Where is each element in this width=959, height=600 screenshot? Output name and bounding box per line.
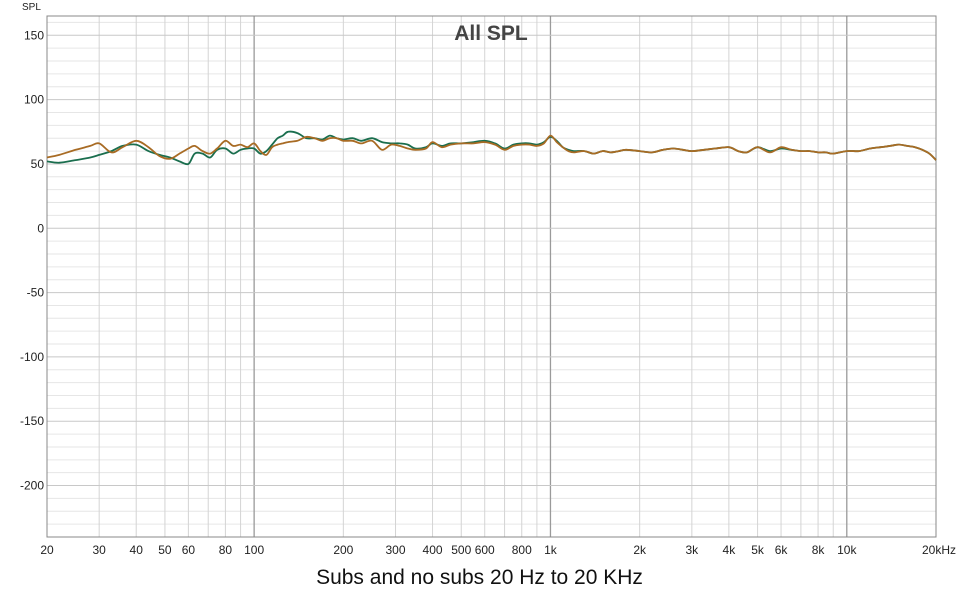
y-axis-labels: 150 100 50 0 -50 -100 -150 -200 (20, 28, 44, 492)
x-tick-label: 5k (751, 543, 765, 557)
y-tick-label: 100 (24, 93, 44, 107)
x-tick-label: 20kHz (922, 543, 956, 557)
x-tick-label: 200 (333, 543, 353, 557)
x-tick-label: 40 (130, 543, 144, 557)
x-tick-label: 2k (633, 543, 647, 557)
chart-caption: Subs and no subs 20 Hz to 20 KHz (316, 566, 643, 589)
x-tick-label: 600 (475, 543, 495, 557)
y-axis-unit: SPL (22, 2, 41, 13)
minor-grid (47, 16, 936, 538)
y-tick-label: -200 (20, 479, 44, 493)
x-tick-label: 300 (385, 543, 405, 557)
y-tick-label: -50 (27, 286, 45, 300)
major-grid (47, 16, 936, 537)
x-tick-label: 80 (219, 543, 233, 557)
x-tick-label: 20 (40, 543, 54, 557)
y-tick-label: -150 (20, 414, 44, 428)
y-tick-label: 0 (37, 221, 44, 235)
x-tick-label: 60 (182, 543, 196, 557)
x-tick-label: 400 (423, 543, 443, 557)
x-tick-label: 6k (775, 543, 789, 557)
series-line-1 (46, 130, 937, 166)
x-tick-label: 30 (93, 543, 107, 557)
chart-title: All SPL (454, 22, 528, 45)
x-tick-label: 800 (512, 543, 532, 557)
y-tick-label: 50 (31, 157, 45, 171)
x-tick-label: 3k (686, 543, 700, 557)
x-tick-label: 8k (812, 543, 826, 557)
x-tick-label: 100 (244, 543, 264, 557)
y-tick-label: 150 (24, 28, 44, 42)
x-tick-label: 50 (158, 543, 172, 557)
x-tick-label: 1k (544, 543, 558, 557)
y-tick-label: -100 (20, 350, 44, 364)
x-tick-label: 4k (723, 543, 737, 557)
x-tick-label: 10k (837, 543, 857, 557)
x-tick-label: 500 (451, 543, 471, 557)
series-layer (46, 130, 937, 166)
series-line-2 (46, 134, 937, 161)
x-axis-labels: 20 30 40 50 60 80 100 200 300 400 500 600 800 1k 2k 3k 4… (40, 543, 956, 557)
plot-frame (46, 15, 937, 538)
